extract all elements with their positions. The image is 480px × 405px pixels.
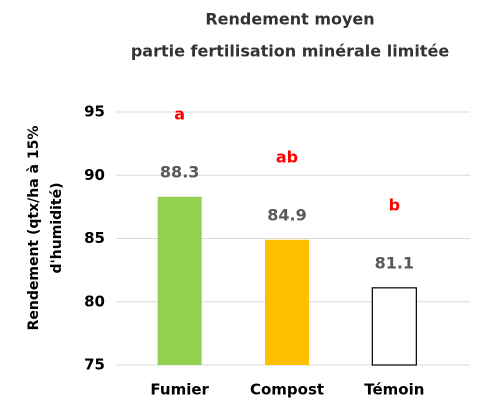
bar	[157, 196, 202, 365]
significance-letter: a	[174, 104, 185, 123]
y-axis-label: d'humidité)	[49, 182, 65, 273]
value-label: 81.1	[375, 253, 414, 272]
x-tick-label: Fumier	[150, 381, 209, 399]
value-label: 84.9	[267, 205, 306, 224]
y-tick-label: 90	[84, 166, 105, 184]
x-tick-label: Témoin	[364, 381, 424, 399]
bar	[371, 287, 417, 366]
bar	[265, 239, 309, 365]
value-label: 88.3	[160, 162, 199, 181]
y-tick-label: 75	[84, 356, 105, 374]
chart-title: partie fertilisation minérale limitée	[131, 42, 450, 61]
significance-letter: b	[389, 195, 400, 214]
x-tick-label: Compost	[250, 381, 324, 399]
significance-letter: ab	[276, 147, 298, 166]
y-tick-label: 95	[84, 103, 105, 121]
chart-title: Rendement moyen	[205, 10, 374, 29]
y-tick-label: 80	[84, 292, 105, 310]
y-tick-label: 85	[84, 229, 105, 247]
y-axis-label: Rendement (qtx/ha à 15%	[26, 126, 42, 331]
